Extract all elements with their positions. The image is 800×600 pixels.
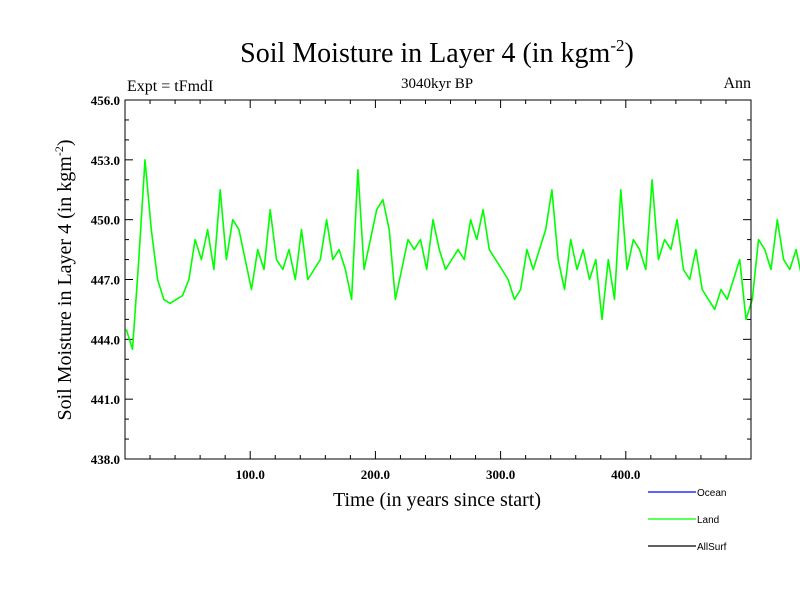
axis-ticks: 438.0 441.0 444.0 447.0 450.0 453.0 456.0 100.0… (91, 93, 751, 482)
y-tick-label: 444.0 (91, 332, 120, 347)
chart-title: Soil Moisture in Layer 4 (in kgm-2) (240, 36, 634, 69)
x-tick-label: 400.0 (611, 467, 640, 482)
plot-frame (124, 99, 752, 460)
subtitle-experiment: Expt = tFmdI (127, 78, 213, 95)
legend-label-allsurf: AllSurf (697, 542, 727, 553)
legend-label-land: Land (697, 515, 719, 526)
y-tick-label: 453.0 (91, 153, 120, 168)
legend: Ocean Land AllSurf (648, 488, 727, 553)
y-axis-label: Soil Moisture in Layer 4 (in kgm-2) (52, 139, 76, 420)
y-tick-label: 450.0 (91, 213, 120, 228)
subtitle-period: 3040kyr BP (401, 76, 473, 92)
x-axis-label: Time (in years since start) (333, 489, 541, 511)
x-tick-label: 300.0 (486, 467, 515, 482)
series-line-land (125, 159, 800, 351)
x-tick-label: 100.0 (236, 467, 265, 482)
y-tick-label: 456.0 (91, 93, 120, 108)
y-tick-label: 447.0 (91, 273, 120, 288)
subtitle-season: Ann (723, 75, 751, 92)
y-tick-label: 438.0 (91, 452, 120, 467)
y-tick-label: 441.0 (91, 392, 120, 407)
series-layer (125, 159, 800, 351)
legend-label-ocean: Ocean (697, 488, 726, 499)
x-tick-label: 200.0 (361, 467, 390, 482)
